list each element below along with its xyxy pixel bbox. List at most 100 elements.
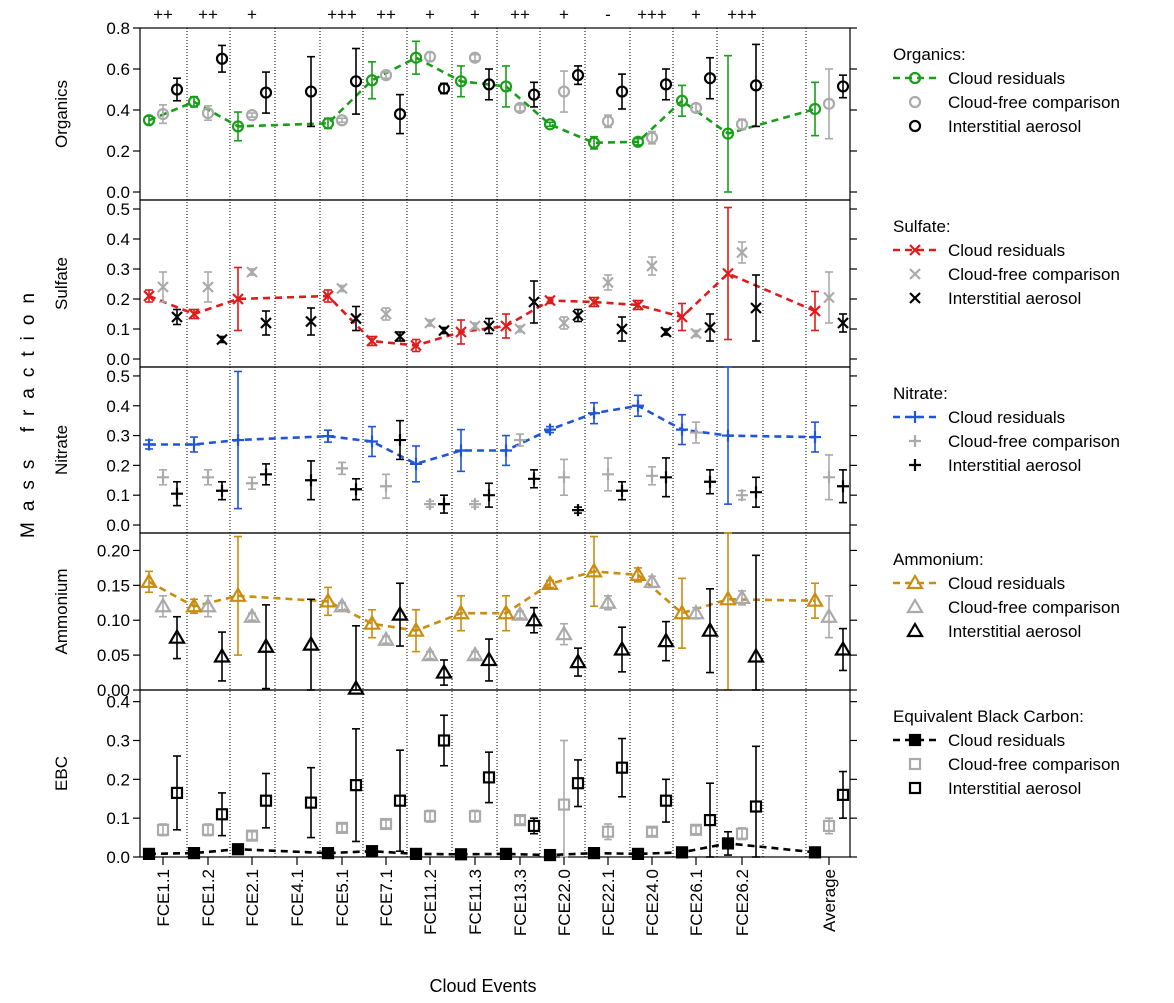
interstitial-point xyxy=(305,474,317,487)
legend-sulfate: Sulfate: Cloud residuals Cloud-free compar… xyxy=(893,217,1120,308)
legend-label: Cloud-free comparison xyxy=(948,598,1120,617)
residuals-errorbar xyxy=(811,81,819,137)
interstitial-errorbar xyxy=(752,554,760,691)
cloudfree-point xyxy=(466,645,484,662)
y-tick-label: 0.5 xyxy=(106,200,130,219)
interstitial-errorbar xyxy=(262,604,270,690)
y-tick-label: 0.6 xyxy=(106,60,130,79)
residuals-point xyxy=(407,621,425,637)
panel-sulfate: 0.0 0.1 0.2 0.3 0.4 0.5 Sulfate Sulfate: Cloud r… xyxy=(52,199,1120,369)
cloudfree-point xyxy=(199,597,217,613)
interstitial-point xyxy=(837,480,849,493)
cloudfree-point xyxy=(380,480,392,493)
interstitial-point xyxy=(704,321,716,334)
cloudfree-point xyxy=(379,69,393,82)
interstitial-point xyxy=(391,605,409,621)
interstitial-point xyxy=(304,85,318,98)
cloudfree-errorbar xyxy=(692,825,700,835)
interstitial-point xyxy=(836,80,850,93)
interstitial-errorbar xyxy=(706,56,714,100)
cloudfree-errorbar xyxy=(825,594,833,639)
interstitial-errorbar xyxy=(662,68,670,101)
significance-marker: - xyxy=(605,5,611,24)
interstitial-errorbar xyxy=(307,55,315,128)
y-tick-label: 0.2 xyxy=(106,142,130,161)
residuals-point xyxy=(500,320,512,332)
residuals-point xyxy=(143,290,155,302)
x-tick-label: FCE2.1 xyxy=(243,869,262,927)
y-tick-label: 0.00 xyxy=(97,681,130,700)
interstitial-point xyxy=(616,484,628,497)
cloudfree-point xyxy=(511,605,529,621)
cloudfree-point xyxy=(202,471,214,484)
residuals-point xyxy=(722,429,734,442)
residuals-errorbar xyxy=(502,594,510,632)
cloudfree-point xyxy=(602,468,614,481)
residuals-point xyxy=(365,845,379,858)
residuals-point xyxy=(806,591,824,607)
residuals-point xyxy=(187,95,201,108)
interstitial-errorbar xyxy=(662,620,670,662)
residuals-point xyxy=(675,846,689,859)
interstitial-point xyxy=(483,489,495,502)
interstitial-point xyxy=(703,814,717,827)
y-tick-label: 0.2 xyxy=(106,290,130,309)
residuals-point xyxy=(142,847,156,860)
residuals-point xyxy=(809,305,821,317)
legend-marker xyxy=(908,119,922,133)
interstitial-errorbar xyxy=(839,74,847,99)
y-tick-label: 0.20 xyxy=(97,541,130,560)
y-tick-label: 0.1 xyxy=(106,486,130,505)
cloudfree-point xyxy=(557,85,571,98)
interstitial-errorbar xyxy=(396,93,404,135)
residuals-point xyxy=(188,438,200,451)
legend-label: Cloud residuals xyxy=(948,408,1065,427)
x-tick-label: FCE22.1 xyxy=(599,869,618,936)
panel-organics: 0.0 0.2 0.4 0.6 0.8 Organics Organics: Cloud re… xyxy=(52,19,1120,202)
cloudfree-errorbar xyxy=(159,104,167,125)
cloudfree-point xyxy=(735,827,749,840)
legend-marker xyxy=(908,71,922,85)
cloudfree-point xyxy=(246,266,258,278)
cloudfree-point xyxy=(154,597,172,613)
interstitial-point xyxy=(171,487,183,500)
residuals-point xyxy=(721,127,735,140)
cloudfree-point xyxy=(823,471,835,484)
interstitial-point xyxy=(703,72,717,85)
cloudfree-point xyxy=(645,825,659,838)
cloudfree-point xyxy=(513,101,527,115)
panel-ammonium: 0.00 0.05 0.10 0.15 0.20 Ammonium Ammonium: Clo… xyxy=(52,532,1120,700)
cloudfree-errorbar xyxy=(471,53,479,62)
interstitial-point xyxy=(616,323,628,335)
interstitial-point xyxy=(349,75,363,88)
residuals-point xyxy=(454,75,468,88)
interstitial-point xyxy=(394,330,406,343)
x-tick-label: FCE1.1 xyxy=(154,869,173,927)
x-tick-label: FCE24.0 xyxy=(643,869,662,936)
cloudfree-point xyxy=(733,588,751,604)
significance-marker: ++ xyxy=(510,5,530,24)
legend-marker xyxy=(908,757,922,771)
residuals-point xyxy=(632,299,644,311)
legend-label: Interstitial aerosol xyxy=(948,289,1081,308)
legend-label: Cloud-free comparison xyxy=(948,755,1120,774)
residuals-point xyxy=(231,843,245,856)
cloudfree-errorbar xyxy=(338,823,346,833)
legend-label: Interstitial aerosol xyxy=(948,622,1081,641)
residuals-point xyxy=(544,423,556,436)
legend-nitrate: Nitrate:Cloud residuals Cloud-free compar… xyxy=(893,384,1120,475)
interstitial-errorbar xyxy=(173,77,181,102)
residuals-point xyxy=(231,120,245,133)
residuals-point xyxy=(500,444,512,457)
cloudfree-point xyxy=(469,498,481,511)
cloudfree-point xyxy=(687,604,705,620)
legend-label: Cloud residuals xyxy=(948,731,1065,750)
legend-title: Nitrate: xyxy=(893,384,948,403)
interstitial-point xyxy=(571,777,585,790)
interstitial-point xyxy=(393,107,407,121)
y-tick-label: 0.1 xyxy=(106,809,130,828)
y-tick-label: 0.0 xyxy=(106,848,130,867)
cloudfree-point xyxy=(643,572,661,588)
legend-title: Equivalent Black Carbon: xyxy=(893,707,1084,726)
interstitial-point xyxy=(615,85,629,98)
